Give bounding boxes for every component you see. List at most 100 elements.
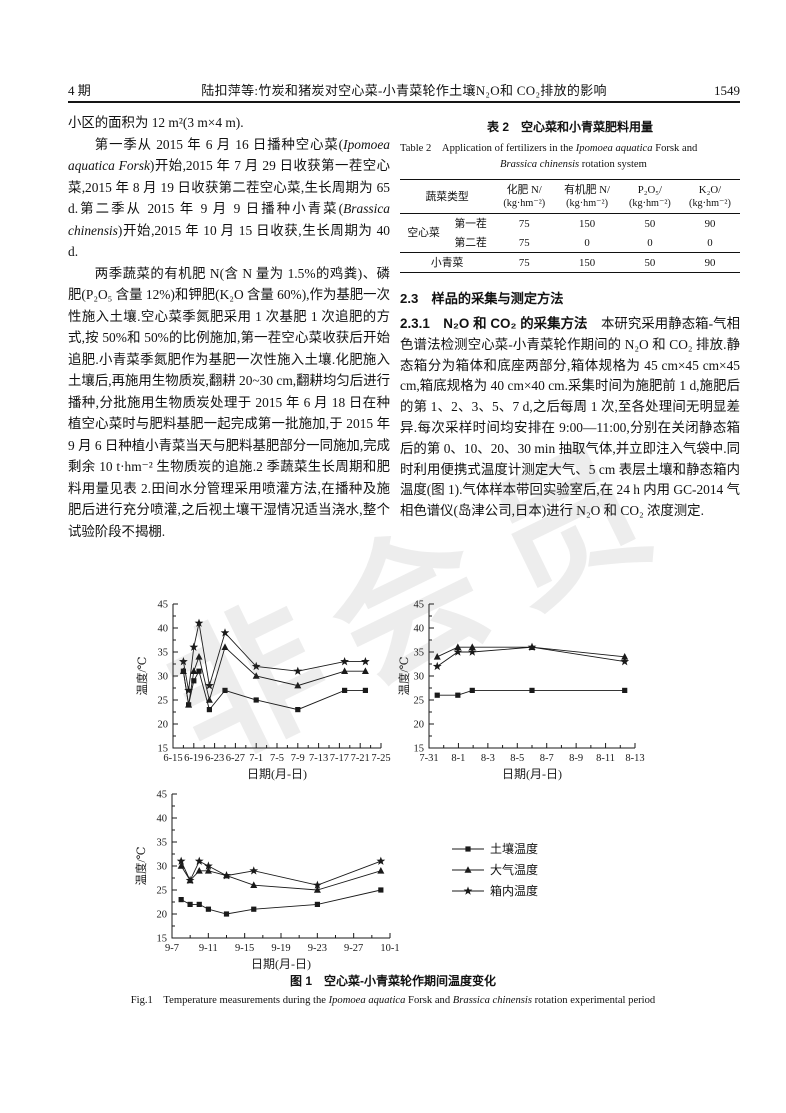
svg-text:8-7: 8-7 [540, 753, 554, 764]
header-unit: (kg·hm⁻²) [628, 197, 671, 209]
cell-value: 150 [578, 217, 596, 230]
svg-text:温度/℃: 温度/℃ [135, 656, 149, 695]
figure1-caption-en: Fig.1 Temperature measurements during th… [0, 992, 786, 1007]
legend-item-soil: 土壤温度 [450, 838, 538, 859]
cell-crop: 空心菜 [407, 227, 440, 239]
col-header-chemical-n: 化肥 N/(kg·hm⁻²) [494, 180, 554, 214]
svg-text:7-1: 7-1 [249, 753, 263, 764]
cell-value: 150 [578, 256, 596, 269]
table-row: 第二茬 75 0 0 0 [400, 233, 740, 253]
svg-text:25: 25 [158, 696, 169, 707]
species-name-italic: Ipomoea aquatica [575, 143, 653, 154]
right-column: 表 2 空心菜和小青菜肥料用量 Table 2 Application of f… [400, 112, 740, 522]
table-row: 空心菜 第一茬 75 150 50 90 [400, 214, 740, 240]
col-header-k2o: K₂O/(kg·hm⁻²) [680, 180, 740, 214]
left-column: 小区的面积为 12 m²(3 m×4 m). 第一季从 2015 年 6 月 1… [68, 112, 390, 542]
text-run: rotation experimental period [531, 995, 656, 1006]
cell-value: 90 [704, 217, 716, 230]
svg-text:15: 15 [414, 744, 425, 755]
cell-value: 75 [518, 236, 530, 249]
svg-text:40: 40 [414, 624, 425, 635]
svg-text:8-3: 8-3 [481, 753, 495, 764]
species-name-italic: Ipomoea aquatica [328, 995, 406, 1006]
col-header-p2o5: P₂O₅/(kg·hm⁻²) [620, 180, 680, 214]
subsection-run-in-heading: 2.3.1 N₂O 和 CO₂ 的采集方法 [400, 316, 588, 331]
text-run: Forsk and [652, 143, 698, 154]
svg-text:25: 25 [157, 886, 168, 897]
air-line-marker-icon [452, 865, 484, 873]
legend-item-air: 大气温度 [450, 859, 538, 880]
legend-label: 大气温度 [490, 863, 539, 877]
chart-legend: 土壤温度 大气温度 箱内温度 [450, 838, 538, 901]
legend-item-chamber: 箱内温度 [450, 880, 538, 901]
text-run: Forsk and [405, 995, 453, 1006]
svg-text:45: 45 [414, 600, 425, 611]
species-name-italic: Brassica chinensis [500, 158, 580, 170]
paragraph-2-3-1: 2.3.1 N₂O 和 CO₂ 的采集方法 本研究采用静态箱-气相色谱法检测空心… [400, 314, 740, 522]
svg-text:6-19: 6-19 [184, 753, 203, 764]
text-run: Fig.1 Temperature measurements during th… [130, 995, 329, 1006]
svg-text:9-23: 9-23 [308, 943, 327, 954]
table2-caption-en: Table 2 Application of fertilizers in th… [400, 141, 740, 172]
table2-caption-cn: 表 2 空心菜和小青菜肥料用量 [486, 120, 653, 134]
svg-text:7-9: 7-9 [291, 753, 305, 764]
cell-value: 0 [647, 236, 653, 249]
section-heading-2-3: 2.3 样品的采集与测定方法 [400, 291, 564, 306]
svg-text:日期(月-日): 日期(月-日) [247, 767, 307, 781]
svg-text:9-15: 9-15 [235, 943, 254, 954]
paragraph-plot-area: 小区的面积为 12 m²(3 m×4 m). [68, 115, 244, 130]
svg-text:9-11: 9-11 [199, 943, 218, 954]
cell-value: 50 [644, 256, 656, 269]
svg-text:20: 20 [158, 720, 169, 731]
svg-text:日期(月-日): 日期(月-日) [502, 767, 562, 781]
svg-text:25: 25 [414, 696, 425, 707]
cell-crop-sub: 第二茬 [454, 236, 487, 249]
header-label: K₂O/ [698, 183, 722, 196]
svg-text:35: 35 [414, 648, 425, 659]
text-run: rotation system [579, 158, 647, 170]
svg-text:30: 30 [414, 672, 425, 683]
fertilizer-table: 蔬菜类型 化肥 N/(kg·hm⁻²) 有机肥 N/(kg·hm⁻²) P₂O₅… [400, 179, 740, 273]
cell-value: 50 [644, 217, 656, 230]
paragraph-fertilization: 两季蔬菜的有机肥 N(含 N 量为 1.5%的鸡粪)、磷肥(P₂O₅ 含量 12… [68, 265, 390, 539]
svg-text:10-1: 10-1 [380, 943, 399, 954]
svg-text:45: 45 [157, 790, 168, 801]
cell-value: 75 [518, 256, 530, 269]
svg-text:8-5: 8-5 [510, 753, 524, 764]
header-unit: (kg·hm⁻²) [566, 197, 608, 209]
svg-text:9-7: 9-7 [165, 943, 179, 954]
temperature-chart-august: 15 20 25 30 35 40 45 7-31 8-1 8-3 8-5 8-7 8-9 8-11 8-1… [397, 600, 645, 782]
svg-text:8-9: 8-9 [569, 753, 583, 764]
temperature-chart-june-july: 15 20 25 30 35 40 45 6-15 6-19 6-23 6-27 7-1 7-5 7-9 7… [135, 600, 391, 782]
running-title: 陆扣萍等:竹炭和猪炭对空心菜-小青菜轮作土壤N₂O和 CO₂排放的影响 [201, 83, 607, 98]
header-label: 化肥 N/ [506, 183, 542, 196]
cell-crop: 小青菜 [430, 256, 464, 269]
svg-text:7-13: 7-13 [309, 753, 328, 764]
svg-text:温度/℃: 温度/℃ [397, 656, 411, 695]
col-header-vegetable-type: 蔬菜类型 [425, 190, 469, 203]
cell-value: 75 [518, 217, 530, 230]
text-run: 本研究采用静态箱-气相色谱法检测空心菜-小青菜轮作期间的 N₂O 和 CO₂ 排… [400, 316, 740, 519]
svg-text:温度/℃: 温度/℃ [134, 846, 148, 885]
text-run: )开始,2015 年 10 月 15 日收获,生长周期为 40 d. [68, 222, 390, 260]
svg-text:45: 45 [158, 600, 169, 611]
species-name-italic: Ipomoea aquatica Forsk [68, 136, 390, 174]
cell-crop-sub: 第一茬 [454, 217, 487, 230]
svg-text:6-15: 6-15 [163, 753, 182, 764]
legend-label: 土壤温度 [490, 842, 539, 856]
svg-text:8-13: 8-13 [625, 753, 644, 764]
paragraph-seasons: 第一季从 2015 年 6 月 16 日播种空心菜(Ipomoea aquati… [68, 134, 390, 263]
svg-text:35: 35 [157, 838, 168, 849]
temperature-chart-september: 15 20 25 30 35 40 45 9-7 9-11 9-15 9-19 9-23 9-27 10-… [134, 790, 400, 972]
table-header-row: 蔬菜类型 化肥 N/(kg·hm⁻²) 有机肥 N/(kg·hm⁻²) P₂O₅… [400, 180, 740, 214]
svg-text:8-1: 8-1 [451, 753, 465, 764]
svg-text:7-25: 7-25 [371, 753, 390, 764]
svg-text:7-31: 7-31 [419, 753, 438, 764]
svg-text:20: 20 [414, 720, 425, 731]
table2-caption-en-line2: Brassica chinensis rotation system [500, 157, 740, 173]
svg-text:日期(月-日): 日期(月-日) [251, 957, 311, 971]
cell-value: 90 [704, 256, 716, 269]
svg-text:40: 40 [157, 814, 168, 825]
soil-line-marker-icon [452, 845, 484, 852]
